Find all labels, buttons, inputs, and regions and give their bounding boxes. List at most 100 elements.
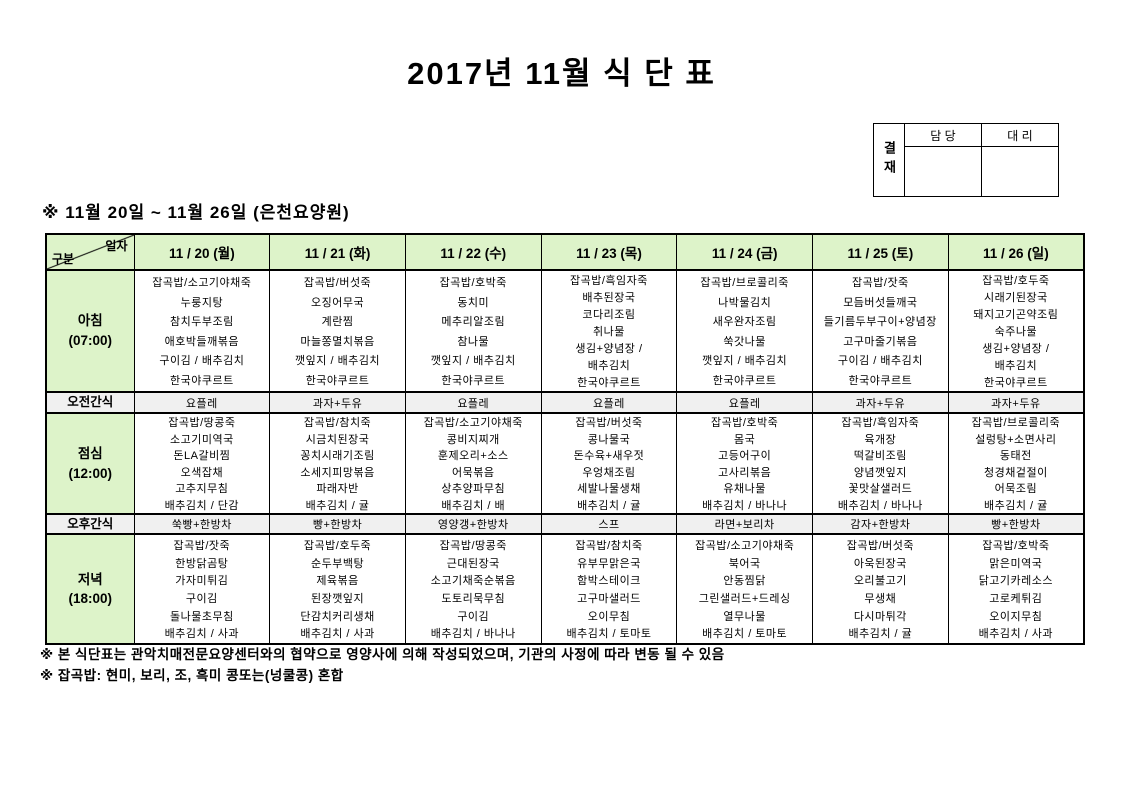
menu-row-am-snack: 오전간식 요플레 과자+두유 요플레 요플레 요플레 과자+두유 과자+두유 xyxy=(45,391,1085,414)
menu-item: 한국야쿠르트 xyxy=(441,374,506,387)
menu-item: 콩나물국 xyxy=(587,433,631,446)
day-header-5: 11 / 25 (토) xyxy=(812,233,949,271)
menu-item: 고사리볶음 xyxy=(718,466,772,479)
menu-item: 배추김치 / 바나나 xyxy=(430,628,516,641)
menu-item: 소고기채죽순볶음 xyxy=(430,575,516,588)
menu-item: 새우완자조림 xyxy=(712,316,777,329)
menu-item: 맑은미역국 xyxy=(989,557,1043,570)
menu-item: 배추김치 / 토마토 xyxy=(702,628,788,641)
page-title: 2017년 11월 식 단 표 xyxy=(407,56,716,91)
menu-item: 육개장 xyxy=(864,433,897,446)
am-snack-cell-5: 과자+두유 xyxy=(812,391,949,414)
menu-item: 잡곡밥/호박죽 xyxy=(982,539,1050,552)
menu-item: 떡갈비조림 xyxy=(853,450,907,463)
lunch-cell-1: 잡곡밥/참치죽 시금치된장국 꽁치시래기조림 소세지피망볶음 파래자반 배추김치 / 귤 xyxy=(269,412,406,515)
lunch-cell-3: 잡곡밥/버섯죽 콩나물국 돈수육+새우젓 우엉채조림 세발나물생채 배추김치 / 귤 xyxy=(540,412,678,515)
menu-item: 콩비지찌개 xyxy=(446,433,500,446)
menu-item: 배추김치 / 토마토 xyxy=(566,628,652,641)
dinner-cell-2: 잡곡밥/땅콩죽 근대된장국 소고기채죽순볶음 도토리묵무침 구이김 배추김치 / 바나나 xyxy=(404,533,542,646)
menu-item: 동태전 xyxy=(999,450,1032,463)
day-header-2: 11 / 22 (수) xyxy=(404,233,542,271)
menu-item: 가자미튀김 xyxy=(175,575,229,588)
menu-item: 양념깻잎지 xyxy=(853,466,907,479)
menu-item: 숙주나물 xyxy=(994,326,1038,338)
menu-item: 훈제오리+소스 xyxy=(437,450,509,463)
menu-item: 청경채겉절이 xyxy=(983,466,1048,479)
menu-item: 아욱된장국 xyxy=(853,557,907,570)
menu-item: 돼지고기곤약조림 xyxy=(973,309,1059,321)
menu-item: 구이김 xyxy=(185,592,218,605)
menu-item: 몸국 xyxy=(734,433,756,446)
menu-item: 배추김치 / 귤 xyxy=(577,499,641,512)
menu-row-dinner: 저녁 (18:00) 잡곡밥/잣죽 한방닭곰탕 가자미튀김 구이김 돌나물초무침 배추김치 /… xyxy=(45,533,1085,646)
menu-item: 구이김 / 배추김치 xyxy=(837,355,923,368)
dinner-cell-6: 잡곡밥/호박죽 맑은미역국 닭고기카레소스 고로케튀김 오이지무침 배추김치 / 사과 xyxy=(947,533,1085,646)
menu-item: 소고기미역국 xyxy=(169,433,234,446)
menu-item: 잡곡밥/흑임자죽 xyxy=(570,275,648,287)
menu-item: 제육볶음 xyxy=(316,575,359,588)
menu-item: 마늘쫑멸치볶음 xyxy=(300,335,375,348)
menu-item: 파래자반 xyxy=(316,483,359,496)
menu-item: 한국야쿠르트 xyxy=(305,374,370,387)
menu-item: 배추김치 / 사과 xyxy=(300,628,375,641)
weekly-menu-table: 일자 구분 11 / 20 (월) 11 / 21 (화) 11 / 22 (수) 1… xyxy=(45,233,1085,646)
breakfast-cell-3: 잡곡밥/흑임자죽 배추된장국 코다리조림 취나물 생김+양념장 / 배추김치 한국야쿠르트 xyxy=(540,269,678,393)
menu-item: 잡곡밥/참치죽 xyxy=(575,539,643,552)
am-snack-cell-0: 요플레 xyxy=(133,391,271,414)
menu-item: 배추김치 / 귤 xyxy=(983,499,1048,512)
day-header-3: 11 / 23 (목) xyxy=(540,233,678,271)
menu-item: 닭고기카레소스 xyxy=(978,575,1054,588)
day-header-1: 11 / 21 (화) xyxy=(269,233,406,271)
menu-item: 생김+양념장 / xyxy=(575,343,643,355)
lunch-cell-0: 잡곡밥/땅콩죽 소고기미역국 돈LA갈비찜 오색잡채 고추지무침 배추김치 / 단감 xyxy=(133,412,271,515)
menu-item: 참나물 xyxy=(457,335,490,348)
menu-item: 깻잎지 / 배추김치 xyxy=(430,355,516,368)
menu-item: 배추김치 / 배 xyxy=(441,499,506,512)
menu-item: 세발나물생채 xyxy=(577,483,641,496)
menu-item: 어묵조림 xyxy=(994,483,1038,496)
menu-item: 단감치커리생채 xyxy=(300,610,375,623)
lunch-cell-5: 잡곡밥/흑임자죽 육개장 떡갈비조림 양념깻잎지 꽃맛살샐러드 배추김치 / 바나나 xyxy=(812,412,949,515)
menu-item: 고추지무침 xyxy=(175,483,229,496)
menu-item: 열무나물 xyxy=(723,610,766,623)
day-header-4: 11 / 24 (금) xyxy=(676,233,814,271)
menu-item: 근대된장국 xyxy=(446,557,500,570)
menu-item: 안동찜닭 xyxy=(723,575,766,588)
menu-item: 애호박들깨볶음 xyxy=(164,335,240,348)
dinner-cell-5: 잡곡밥/버섯죽 아욱된장국 오리불고기 무생채 다시마튀각 배추김치 / 귤 xyxy=(812,533,949,646)
menu-item: 잡곡밥/소고기야채죽 xyxy=(152,277,252,290)
menu-item: 나박물김치 xyxy=(718,296,772,309)
pm-snack-cell-3: 스프 xyxy=(540,512,678,536)
menu-item: 잡곡밥/호두죽 xyxy=(982,275,1050,287)
menu-item: 잡곡밥/소고기야채죽 xyxy=(695,539,795,552)
menu-item: 메추리알조림 xyxy=(441,316,506,329)
footer-notes: ※ 본 식단표는 관악치매전문요양센터와의 협약으로 영양사에 의해 작성되었으… xyxy=(40,644,725,686)
am-snack-cell-2: 요플레 xyxy=(404,391,542,414)
menu-item: 우엉채조림 xyxy=(582,466,636,479)
menu-item: 한방닭곰탕 xyxy=(175,557,229,570)
menu-row-pm-snack: 오후간식 쑥빵+한방차 빵+한방차 영양갱+한방차 스프 라면+보리차 감자+한방차 빵+한방… xyxy=(45,512,1085,536)
menu-item: 잡곡밥/땅콩죽 xyxy=(439,539,507,552)
menu-item: 잡곡밥/호박죽 xyxy=(711,417,779,430)
menu-item: 참치두부조림 xyxy=(169,316,234,329)
menu-item: 배추김치 / 귤 xyxy=(305,499,370,512)
menu-item: 잡곡밥/잣죽 xyxy=(173,539,231,552)
menu-item: 코다리조림 xyxy=(582,309,636,321)
menu-item: 들기름두부구이+양념장 xyxy=(823,316,937,329)
menu-item: 배추김치 / 단감 xyxy=(164,499,240,512)
menu-item: 배추김치 / 바나나 xyxy=(837,499,923,512)
breakfast-cell-6: 잡곡밥/호두죽 시래기된장국 돼지고기곤약조림 숙주나물 생김+양념장 / 배추김치 한국야… xyxy=(947,269,1085,393)
menu-item: 깻잎지 / 배추김치 xyxy=(295,355,381,368)
menu-item: 배추김치 xyxy=(994,360,1038,372)
menu-item: 계란찜 xyxy=(321,316,354,329)
menu-item: 잡곡밥/소고기야채죽 xyxy=(423,417,523,430)
menu-item: 구이김 xyxy=(457,610,490,623)
menu-item: 그린샐러드+드레싱 xyxy=(698,592,791,605)
note-line: ※ 잡곡밥: 현미, 보리, 조, 흑미 콩또는(넝쿨콩) 혼합 xyxy=(40,668,344,683)
menu-item: 잡곡밥/버섯죽 xyxy=(846,539,914,552)
menu-item: 북어국 xyxy=(728,557,761,570)
approval-sign-cell-daeri xyxy=(981,146,1059,197)
menu-item: 시금치된장국 xyxy=(305,433,370,446)
menu-item: 고구마줄기볶음 xyxy=(843,335,918,348)
